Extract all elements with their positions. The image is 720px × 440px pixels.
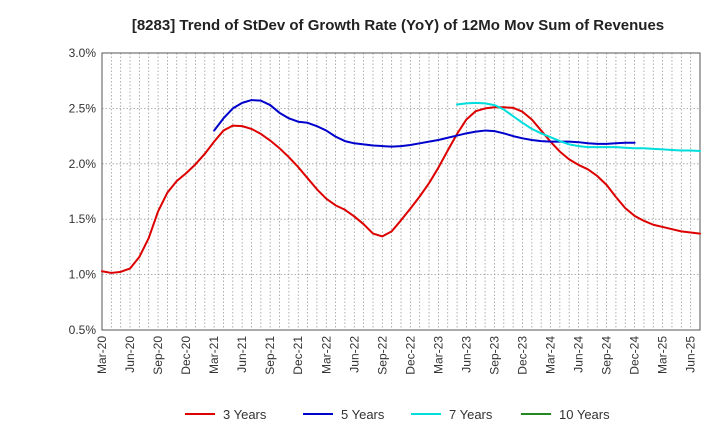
y-tick-label: 3.0% [69, 46, 97, 60]
y-tick-label: 2.5% [69, 101, 97, 115]
x-tick-label: Jun-22 [347, 336, 361, 373]
x-tick-label: Jun-25 [684, 336, 698, 373]
x-tick-label: Sep-20 [151, 336, 165, 375]
series-lines [101, 99, 701, 274]
x-tick-label: Dec-22 [403, 336, 417, 375]
x-tick-label: Jun-24 [572, 336, 586, 373]
x-tick-label: Mar-25 [656, 336, 670, 374]
x-tick-label: Sep-23 [487, 336, 501, 375]
legend-label-7-years: 7 Years [449, 407, 493, 422]
chart-title: [8283] Trend of StDev of Growth Rate (Yo… [132, 17, 664, 34]
x-tick-label: Jun-23 [459, 336, 473, 373]
series-line-5-years [213, 99, 636, 148]
legend-label-3-years: 3 Years [223, 407, 267, 422]
x-tick-label: Mar-22 [319, 336, 333, 374]
x-tick-label: Mar-24 [544, 336, 558, 374]
legend-label-5-years: 5 Years [341, 407, 385, 422]
x-tick-label: Sep-24 [600, 336, 614, 375]
x-tick-label: Jun-20 [123, 336, 137, 373]
x-tick-label: Mar-21 [207, 336, 221, 374]
x-tick-label: Sep-22 [375, 336, 389, 375]
axes: 0.5% 1.0% 1.5% 2.0% 2.5% 3.0% Mar-20 Jun-20 Sep-… [69, 46, 701, 375]
grid [102, 53, 700, 330]
y-tick-label: 1.0% [69, 268, 97, 282]
x-tick-label: Jun-21 [235, 336, 249, 373]
x-tick-label: Dec-20 [179, 336, 193, 375]
legend: 3 Years 5 Years 7 Years 10 Years [185, 407, 610, 422]
x-tick-label: Sep-21 [263, 336, 277, 375]
x-tick-label: Dec-23 [515, 336, 529, 375]
y-tick-label: 2.0% [69, 157, 97, 171]
x-tick-label: Dec-21 [291, 336, 305, 375]
legend-label-10-years: 10 Years [559, 407, 610, 422]
x-tick-label: Dec-24 [628, 336, 642, 375]
series-line-7-years [456, 101, 701, 153]
plot-border [101, 52, 701, 331]
y-tick-label: 0.5% [69, 323, 97, 337]
series-line-3-years [101, 106, 701, 274]
x-tick-label: Mar-20 [95, 336, 109, 374]
x-tick-label: Mar-23 [431, 336, 445, 374]
y-tick-label: 1.5% [69, 212, 97, 226]
